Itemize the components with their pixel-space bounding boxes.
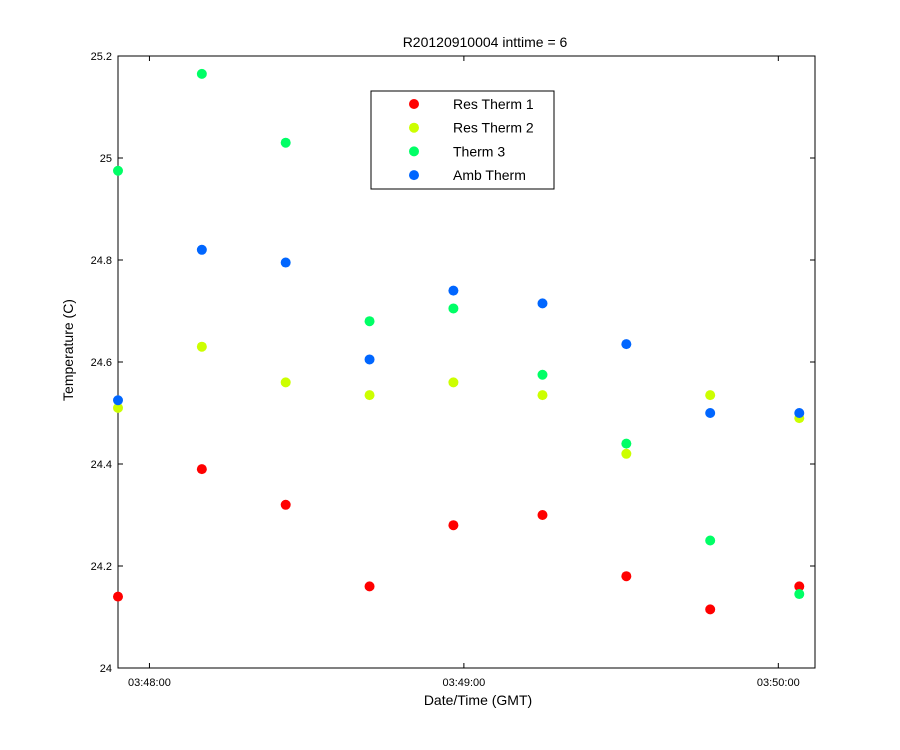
data-point xyxy=(364,390,375,401)
legend-marker xyxy=(409,146,419,157)
y-axis-label: Temperature (C) xyxy=(60,299,76,401)
data-point xyxy=(364,316,375,327)
x-tick-label: 03:49:00 xyxy=(442,677,485,689)
data-point xyxy=(364,354,375,365)
y-tick-label: 24 xyxy=(100,663,112,675)
data-point xyxy=(196,244,207,255)
x-tick-label: 03:50:00 xyxy=(757,677,800,689)
x-axis: 03:48:00 03:49:00 03:50:00 xyxy=(128,56,800,689)
y-tick-label: 25 xyxy=(100,153,112,165)
data-point xyxy=(537,298,548,309)
data-point xyxy=(448,285,459,296)
data-point xyxy=(705,408,716,418)
data-point xyxy=(113,395,123,406)
data-point xyxy=(196,464,207,475)
x-tick-label: 03:48:00 xyxy=(128,677,171,689)
legend-label: Res Therm 1 xyxy=(453,96,534,112)
y-tick-label: 24.8 xyxy=(91,255,112,267)
legend-box xyxy=(370,90,555,190)
data-point xyxy=(705,535,716,546)
x-axis-label: Date/Time (GMT) xyxy=(424,692,532,708)
legend-marker xyxy=(409,99,419,109)
y-axis: 24 24.2 24.4 24.6 24.8 25 25.2 xyxy=(91,51,815,675)
data-point xyxy=(705,390,716,401)
data-point xyxy=(196,341,207,352)
data-point xyxy=(794,589,805,600)
data-point xyxy=(196,68,207,79)
legend-label: Amb Therm xyxy=(453,167,526,183)
series-therm-3 xyxy=(113,68,805,600)
series-res-therm-1 xyxy=(113,464,805,615)
data-point xyxy=(113,165,123,176)
data-point xyxy=(280,377,291,388)
y-tick-label: 25.2 xyxy=(91,51,112,63)
data-point xyxy=(280,499,291,510)
legend-marker xyxy=(409,170,419,181)
y-tick-label: 24.2 xyxy=(91,561,112,573)
data-point xyxy=(364,581,375,592)
legend-label: Therm 3 xyxy=(453,143,505,159)
data-point xyxy=(113,591,123,602)
data-points xyxy=(113,68,805,615)
data-point xyxy=(537,369,548,380)
chart-title: R20120910004 inttime = 6 xyxy=(403,34,568,50)
data-point xyxy=(705,604,716,615)
data-point xyxy=(621,339,632,350)
data-point xyxy=(448,303,459,314)
y-tick-label: 24.4 xyxy=(91,459,112,471)
y-tick-label: 24.6 xyxy=(91,357,112,369)
data-point xyxy=(280,257,291,268)
data-point xyxy=(621,571,632,582)
series-amb-therm xyxy=(113,244,805,418)
data-point xyxy=(621,438,632,449)
data-point xyxy=(537,510,548,520)
data-point xyxy=(794,581,805,592)
data-point xyxy=(113,402,123,413)
data-point xyxy=(448,377,459,388)
data-point xyxy=(794,408,805,418)
series-res-therm-2 xyxy=(113,341,805,459)
data-point xyxy=(280,137,291,148)
data-point xyxy=(448,520,459,531)
legend-marker xyxy=(409,122,419,133)
legend-label: Res Therm 2 xyxy=(453,120,534,136)
data-point xyxy=(621,448,632,459)
data-point xyxy=(537,390,548,401)
legend: Res Therm 1 Res Therm 2 Therm 3 Amb Therm xyxy=(370,90,555,190)
